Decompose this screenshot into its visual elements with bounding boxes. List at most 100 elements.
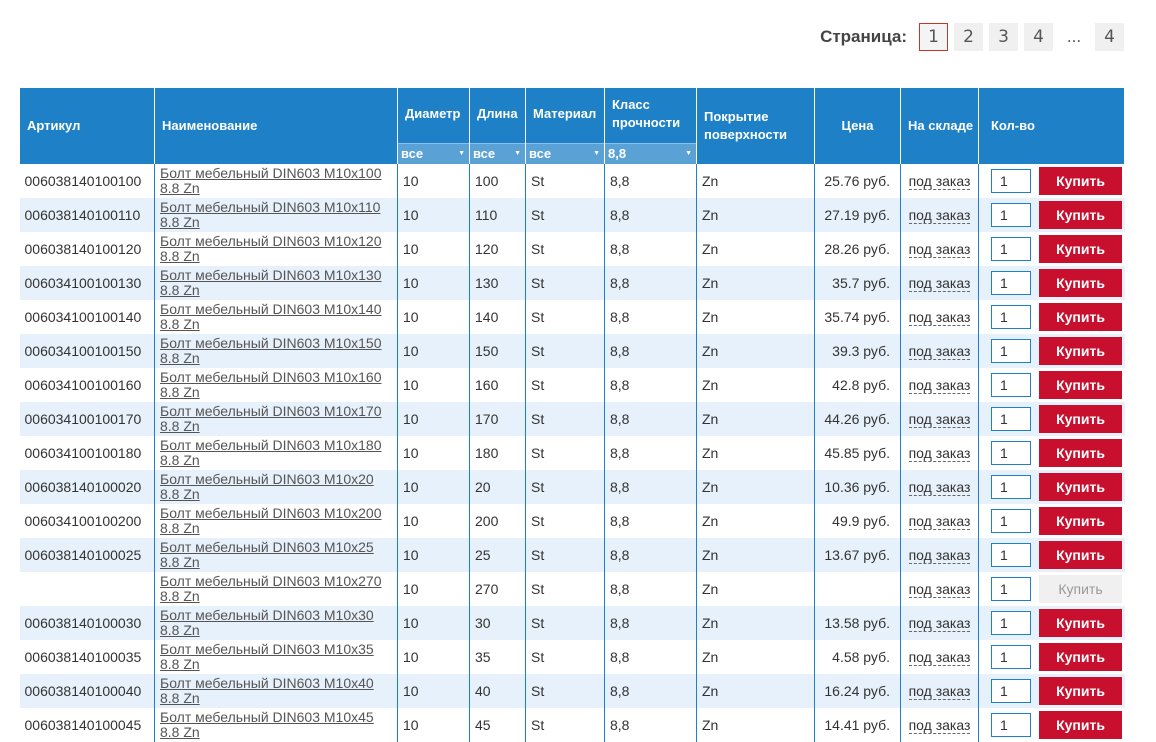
header-diameter[interactable]: Диаметр xyxy=(397,88,470,140)
stock-status[interactable]: под заказ xyxy=(908,615,971,632)
buy-button[interactable]: Купить xyxy=(1039,507,1122,535)
product-link[interactable]: Болт мебельный DIN603 M10x25 8.8 Zn xyxy=(160,539,374,570)
header-price[interactable]: Цена xyxy=(814,88,901,164)
buy-button[interactable]: Купить xyxy=(1039,167,1122,195)
quantity-input[interactable] xyxy=(991,475,1031,499)
quantity-input[interactable] xyxy=(991,203,1031,227)
header-article[interactable]: Артикул xyxy=(19,88,155,164)
stock-status[interactable]: под заказ xyxy=(908,275,971,292)
filter-strength-class-select[interactable]: 8,8 ▼ xyxy=(605,143,696,164)
page-1-button[interactable]: 1 xyxy=(919,23,948,51)
buy-button[interactable]: Купить xyxy=(1039,541,1122,569)
product-link[interactable]: Болт мебельный DIN603 M10x40 8.8 Zn xyxy=(160,675,374,706)
buy-button[interactable]: Купить xyxy=(1039,235,1122,263)
filter-diameter-select[interactable]: все ▼ xyxy=(398,143,469,164)
quantity-input[interactable] xyxy=(991,407,1031,431)
article-cell: 006038140100020 xyxy=(19,470,155,504)
product-link[interactable]: Болт мебельный DIN603 M10x170 8.8 Zn xyxy=(160,403,382,434)
material-cell: St xyxy=(525,368,605,402)
stock-status[interactable]: под заказ xyxy=(908,309,971,326)
stock-cell: под заказ xyxy=(900,402,979,436)
strength-class-cell: 8,8 xyxy=(604,640,697,674)
qty-cell: Купить xyxy=(978,504,1125,538)
product-link[interactable]: Болт мебельный DIN603 M10x45 8.8 Zn xyxy=(160,709,374,740)
quantity-input[interactable] xyxy=(991,713,1031,737)
page-3-button[interactable]: 3 xyxy=(989,23,1018,51)
buy-button[interactable]: Купить xyxy=(1039,439,1122,467)
quantity-input[interactable] xyxy=(991,339,1031,363)
material-cell: St xyxy=(525,436,605,470)
buy-button[interactable]: Купить xyxy=(1039,643,1122,671)
stock-status[interactable]: под заказ xyxy=(908,479,971,496)
quantity-input[interactable] xyxy=(991,169,1031,193)
material-cell: St xyxy=(525,572,605,606)
quantity-input[interactable] xyxy=(991,441,1031,465)
buy-button[interactable]: Купить xyxy=(1039,609,1122,637)
stock-status[interactable]: под заказ xyxy=(908,343,971,360)
stock-status[interactable]: под заказ xyxy=(908,411,971,428)
table-row: 006034100100160 Болт мебельный DIN603 M1… xyxy=(20,368,1125,402)
quantity-input[interactable] xyxy=(991,577,1031,601)
stock-status[interactable]: под заказ xyxy=(908,717,971,734)
header-strength-class[interactable]: Класс прочности xyxy=(604,88,697,140)
stock-status[interactable]: под заказ xyxy=(908,547,971,564)
filter-length-select[interactable]: все ▼ xyxy=(470,143,525,164)
buy-button[interactable]: Купить xyxy=(1039,201,1122,229)
product-link[interactable]: Болт мебельный DIN603 M10x100 8.8 Zn xyxy=(160,165,382,196)
buy-button[interactable]: Купить xyxy=(1039,303,1122,331)
quantity-input[interactable] xyxy=(991,611,1031,635)
article-cell: 006038140100100 xyxy=(24,173,142,189)
buy-button[interactable]: Купить xyxy=(1039,575,1122,603)
quantity-input[interactable] xyxy=(991,373,1031,397)
stock-status[interactable]: под заказ xyxy=(908,513,971,530)
filter-material-select[interactable]: все ▼ xyxy=(526,143,604,164)
stock-status[interactable]: под заказ xyxy=(908,445,971,462)
header-coating[interactable]: Покрытие поверхности xyxy=(696,88,815,164)
quantity-input[interactable] xyxy=(991,543,1031,567)
diameter-cell: 10 xyxy=(397,232,470,266)
product-link[interactable]: Болт мебельный DIN603 M10x35 8.8 Zn xyxy=(160,641,374,672)
header-length[interactable]: Длина xyxy=(469,88,526,140)
page-2-button[interactable]: 2 xyxy=(954,23,983,51)
product-link[interactable]: Болт мебельный DIN603 M10x120 8.8 Zn xyxy=(160,233,382,264)
quantity-input[interactable] xyxy=(991,305,1031,329)
quantity-input[interactable] xyxy=(991,509,1031,533)
buy-button[interactable]: Купить xyxy=(1039,711,1122,739)
buy-button[interactable]: Купить xyxy=(1039,677,1122,705)
product-link[interactable]: Болт мебельный DIN603 M10x200 8.8 Zn xyxy=(160,505,382,536)
stock-status[interactable]: под заказ xyxy=(908,581,971,598)
product-link[interactable]: Болт мебельный DIN603 M10x270 8.8 Zn xyxy=(160,573,382,604)
buy-button[interactable]: Купить xyxy=(1039,337,1122,365)
header-material[interactable]: Материал xyxy=(525,88,605,140)
header-name[interactable]: Наименование xyxy=(154,88,398,164)
product-link[interactable]: Болт мебельный DIN603 M10x140 8.8 Zn xyxy=(160,301,382,332)
page-4-button[interactable]: 4 xyxy=(1024,23,1053,51)
table-row: 006038140100025 Болт мебельный DIN603 M1… xyxy=(19,538,1125,572)
stock-status[interactable]: под заказ xyxy=(908,173,971,190)
last-page-button[interactable]: 4 xyxy=(1095,23,1124,51)
stock-status[interactable]: под заказ xyxy=(908,649,971,666)
product-link[interactable]: Болт мебельный DIN603 M10x130 8.8 Zn xyxy=(160,267,382,298)
buy-button[interactable]: Купить xyxy=(1039,405,1122,433)
stock-status[interactable]: под заказ xyxy=(908,207,971,224)
buy-button[interactable]: Купить xyxy=(1039,371,1122,399)
stock-status[interactable]: под заказ xyxy=(908,241,971,258)
stock-status[interactable]: под заказ xyxy=(908,377,971,394)
quantity-input[interactable] xyxy=(991,271,1031,295)
stock-status[interactable]: под заказ xyxy=(908,683,971,700)
product-link[interactable]: Болт мебельный DIN603 M10x180 8.8 Zn xyxy=(160,437,382,468)
product-link[interactable]: Болт мебельный DIN603 M10x20 8.8 Zn xyxy=(160,471,374,502)
product-link[interactable]: Болт мебельный DIN603 M10x150 8.8 Zn xyxy=(160,335,382,366)
header-stock[interactable]: На складе xyxy=(900,88,979,164)
diameter-cell: 10 xyxy=(397,470,470,504)
name-cell: Болт мебельный DIN603 M10x20 8.8 Zn xyxy=(154,470,398,504)
buy-button[interactable]: Купить xyxy=(1039,269,1122,297)
product-link[interactable]: Болт мебельный DIN603 M10x160 8.8 Zn xyxy=(160,369,382,400)
buy-button[interactable]: Купить xyxy=(1039,473,1122,501)
product-link[interactable]: Болт мебельный DIN603 M10x110 8.8 Zn xyxy=(160,199,381,230)
product-link[interactable]: Болт мебельный DIN603 M10x30 8.8 Zn xyxy=(160,607,374,638)
quantity-input[interactable] xyxy=(991,237,1031,261)
quantity-input[interactable] xyxy=(991,645,1031,669)
quantity-input[interactable] xyxy=(991,679,1031,703)
name-cell: Болт мебельный DIN603 M10x120 8.8 Zn xyxy=(154,232,398,266)
